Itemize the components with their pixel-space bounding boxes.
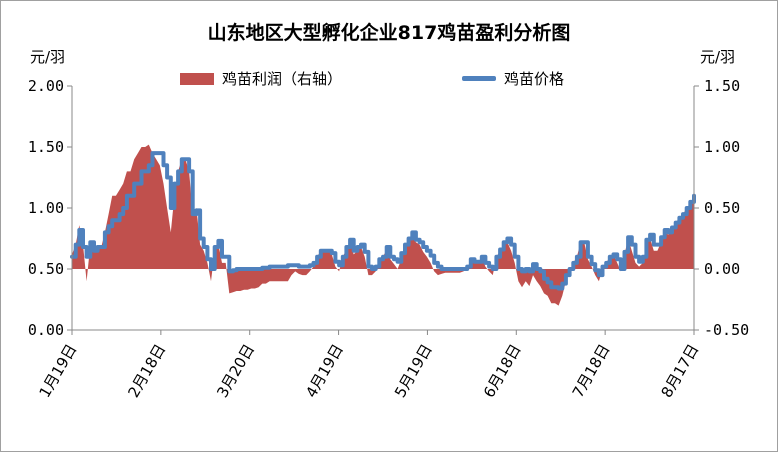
left-tick-label: 1.00 [28,199,64,217]
x-tick-label: 8月17日 [658,341,703,401]
price-line [70,151,696,291]
right-tick-label: 0.50 [704,199,740,217]
left-tick-label: 1.50 [28,138,64,156]
right-tick-label: 0.00 [704,260,740,278]
x-tick-label: 1月19日 [36,341,81,401]
x-tick-label: 6月18日 [480,341,525,401]
legend-label-profit: 鸡苗利润（右轴） [222,70,343,88]
right-tick-label: -0.50 [704,321,749,339]
right-tick-label: 1.50 [704,77,740,95]
left-tick-label: 0.50 [28,260,64,278]
legend-swatch-price [462,76,496,81]
legend-swatch-profit [180,72,214,85]
legend-item-price: 鸡苗价格 [462,68,564,89]
legend-label-price: 鸡苗价格 [504,70,565,88]
chart-title: 山东地区大型孵化企业817鸡苗盈利分析图 [207,22,571,44]
right-tick-label: 1.00 [704,138,740,156]
right-axis-unit: 元/羽 [700,48,736,66]
x-tick-label: 2月18日 [124,341,169,401]
profit-area [72,144,694,306]
legend-item-profit: 鸡苗利润（右轴） [180,68,342,89]
left-tick-label: 2.00 [28,77,64,95]
x-tick-label: 7月18日 [569,341,614,401]
x-tick-label: 5月19日 [391,341,436,401]
left-tick-label: 0.00 [28,321,64,339]
left-axis-unit: 元/羽 [30,48,66,66]
x-tick-label: 3月20日 [213,341,258,401]
x-tick-label: 4月19日 [302,341,347,401]
